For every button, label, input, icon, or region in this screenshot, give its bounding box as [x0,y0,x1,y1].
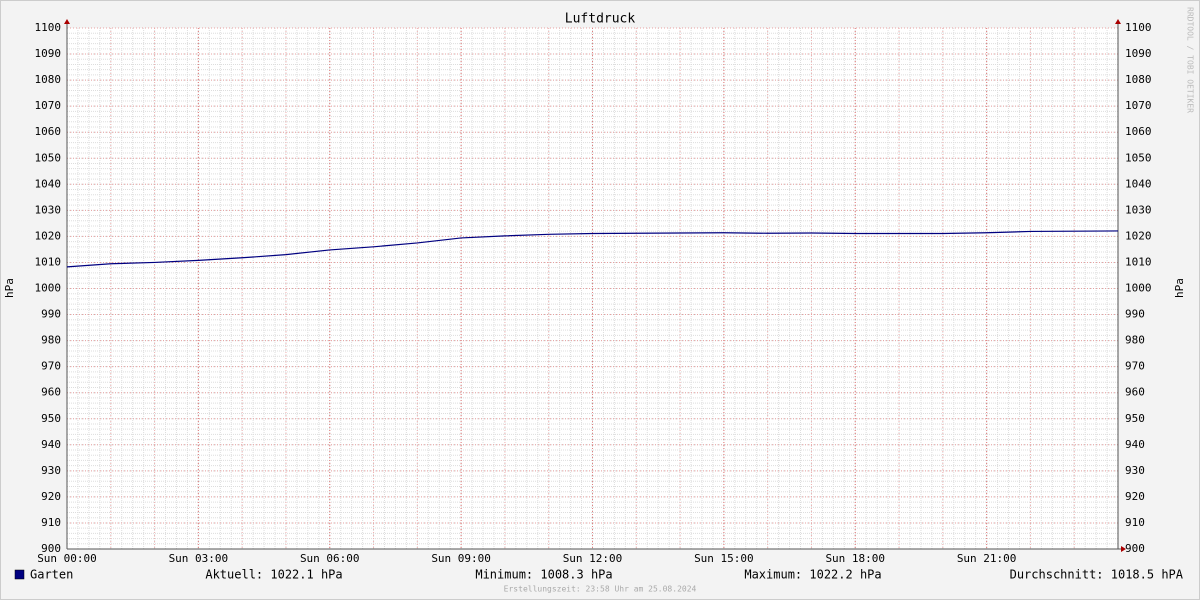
x-tick-label: Sun 09:00 [431,552,491,565]
legend-label: Garten [30,568,73,582]
y-tick-label: 1070 [35,99,62,112]
axis-arrow [64,19,70,24]
chart-title: Luftdruck [565,12,636,27]
y2-tick-label: 970 [1125,360,1145,373]
axis-arrow [1121,546,1126,552]
x-tick-label: Sun 18:00 [825,552,885,565]
y2-tick-label: 950 [1125,412,1145,425]
x-tick-label: Sun 00:00 [37,552,97,565]
y-tick-label: 940 [41,438,61,451]
y-axis-label: hPa [3,278,16,298]
stat-label: Maximum: 1022.2 hPa [744,568,881,582]
y-tick-label: 1090 [35,47,62,60]
stat-label: Aktuell: 1022.1 hPa [205,568,342,582]
watermark: RRDTOOL / TOBI OETIKER [1186,7,1195,113]
grid [66,27,1118,550]
y-tick-label: 900 [41,542,61,555]
y-tick-label: 930 [41,464,61,477]
y-tick-label: 970 [41,360,61,373]
y-tick-label: 1000 [35,282,62,295]
y-tick-label: 1030 [35,203,62,216]
y2-tick-label: 1090 [1125,47,1152,60]
y2-tick-label: 930 [1125,464,1145,477]
x-tick-label: Sun 06:00 [300,552,360,565]
y2-tick-label: 1040 [1125,177,1152,190]
y-tick-label: 960 [41,386,61,399]
y-tick-label: 990 [41,308,61,321]
y-tick-label: 1080 [35,73,62,86]
y-tick-label: 1050 [35,151,62,164]
y2-tick-label: 1020 [1125,229,1152,242]
stat-label: Durchschnitt: 1018.5 hPA [1010,568,1184,582]
y2-tick-label: 940 [1125,438,1145,451]
y2-tick-label: 1010 [1125,255,1152,268]
x-tick-label: Sun 21:00 [957,552,1017,565]
y2-tick-label: 910 [1125,516,1145,529]
y-tick-label: 1020 [35,229,62,242]
legend-swatch [14,569,25,580]
axis-arrow [1115,19,1121,24]
y2-tick-label: 1100 [1125,21,1152,34]
y-tick-label: 980 [41,334,61,347]
y-tick-label: 1100 [35,21,62,34]
y2-tick-label: 960 [1125,386,1145,399]
x-tick-label: Sun 03:00 [169,552,229,565]
y-tick-label: 910 [41,516,61,529]
y2-tick-label: 1030 [1125,203,1152,216]
y2-tick-label: 1080 [1125,73,1152,86]
y2-tick-label: 1000 [1125,282,1152,295]
y2-tick-label: 980 [1125,334,1145,347]
y2-tick-label: 990 [1125,308,1145,321]
x-tick-label: Sun 12:00 [563,552,623,565]
y-tick-label: 1040 [35,177,62,190]
y-tick-label: 1010 [35,255,62,268]
x-tick-label: Sun 15:00 [694,552,754,565]
y2-tick-label: 1050 [1125,151,1152,164]
y2-axis-label: hPa [1173,278,1186,298]
y-tick-label: 920 [41,490,61,503]
y-tick-label: 950 [41,412,61,425]
y2-tick-label: 920 [1125,490,1145,503]
y-tick-label: 1060 [35,125,62,138]
y2-tick-label: 1060 [1125,125,1152,138]
line [66,230,1119,268]
y2-tick-label: 1070 [1125,99,1152,112]
y2-tick-label: 900 [1125,542,1145,555]
footer: Erstellungszeit: 23:58 Uhr am 25.08.2024 [504,585,697,594]
stat-label: Minimum: 1008.3 hPa [475,568,612,582]
